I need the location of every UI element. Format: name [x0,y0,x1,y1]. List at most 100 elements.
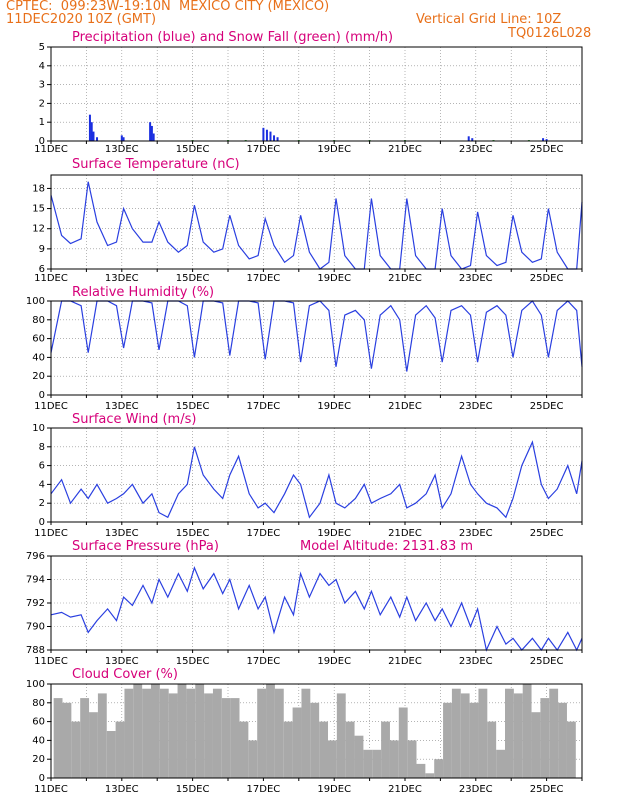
x-tick-label: 13DEC [105,784,139,795]
y-tick-label: 792 [26,598,45,609]
bar [531,712,541,778]
x-tick-label: 17DEC [247,656,281,667]
plot-frame [50,300,583,396]
x-tick-label: 17DEC [247,784,281,795]
bar [542,138,545,141]
y-tick-label: 8 [39,442,45,453]
bar [522,684,532,778]
bar [513,693,523,778]
panel-title: Precipitation (blue) and Snow Fall (gree… [72,30,393,45]
y-tick-label: 15 [32,204,45,215]
x-tick-label: 19DEC [317,528,351,539]
x-tick-label: 17DEC [247,144,281,155]
bar [212,688,222,778]
bar [152,133,155,141]
bar [273,135,276,141]
y-tick-label: 6 [39,461,45,472]
bar [471,138,474,141]
x-tick-label: 19DEC [317,144,351,155]
y-tick-label: 1 [39,117,45,128]
x-tick-label: 25DEC [530,144,564,155]
x-tick-label: 23DEC [459,144,493,155]
bar [96,137,99,141]
x-tick-label: 23DEC [459,273,493,284]
bar [265,129,268,141]
y-tick-label: 0 [39,517,45,528]
bar [122,137,125,141]
x-tick-label: 17DEC [247,273,281,284]
bar [257,688,267,778]
x-tick-label: 23DEC [459,656,493,667]
bar [106,731,116,778]
x-tick-label: 11DEC [34,273,68,284]
bar [89,712,98,778]
bar [545,139,548,141]
model-altitude: Model Altitude: 2131.83 m [300,539,473,554]
bar [425,773,435,778]
header-grid-note: Vertical Grid Line: 10Z [416,12,562,27]
bar [221,698,231,778]
bar [310,702,320,778]
y-tick-label: 60 [32,334,45,345]
x-tick-label: 17DEC [247,528,281,539]
bar [283,721,293,778]
y-tick-label: 0 [39,773,45,784]
bar [262,127,265,141]
panel-title: Surface Wind (m/s) [72,412,196,427]
x-tick-label: 15DEC [176,528,210,539]
x-tick-label: 13DEC [105,144,139,155]
x-tick-label: 17DEC [247,401,281,412]
y-tick-label: 18 [32,183,45,194]
y-tick-label: 12 [32,224,45,235]
bar [62,702,72,778]
bar [336,693,346,778]
y-tick-label: 40 [32,352,45,363]
bar [230,698,240,778]
bar [133,684,143,778]
bar [71,721,81,778]
x-tick-label: 21DEC [388,144,422,155]
bar [195,684,205,778]
x-tick-label: 25DEC [530,401,564,412]
bar [505,688,514,778]
y-tick-label: 796 [26,551,45,562]
bar [443,702,452,778]
bar [97,693,107,778]
bar [319,721,329,778]
bar [487,721,497,778]
x-tick-label: 11DEC [34,784,68,795]
series-line [50,440,583,519]
bar [540,698,550,778]
x-tick-label: 11DEC [34,656,68,667]
plot-frame [50,427,583,523]
x-tick-label: 13DEC [105,656,139,667]
bar [150,125,153,141]
plot-frame [50,683,583,779]
x-tick-label: 13DEC [105,401,139,412]
header-date: 11DEC2020 10Z (GMT) [6,12,157,27]
panel-temperature: 6 9 12 15 18 11DEC 13DEC 15DEC 17DEC 19DEC 21DEC 23… [32,157,583,284]
bar [248,740,258,778]
panel-cloud: 0 20 40 60 80 100 11DEC 13DEC 15DEC 17DEC 19DEC 21D… [26,667,583,795]
y-tick-label: 790 [26,622,45,633]
y-tick-label: 20 [32,371,45,382]
y-tick-label: 788 [26,645,45,656]
y-tick-label: 60 [32,717,45,728]
x-tick-label: 21DEC [388,656,422,667]
bar [389,740,399,778]
y-tick-label: 80 [32,698,45,709]
y-tick-label: 0 [39,136,45,147]
y-tick-label: 2 [39,498,45,509]
y-tick-label: 5 [39,42,45,53]
bar [460,693,470,778]
x-tick-label: 23DEC [459,784,493,795]
bar [186,688,196,778]
bar [53,698,63,778]
bar [159,688,169,778]
bar [239,721,249,778]
series-line [50,300,583,372]
bar [266,684,275,778]
bar [292,707,302,778]
x-tick-label: 19DEC [317,273,351,284]
